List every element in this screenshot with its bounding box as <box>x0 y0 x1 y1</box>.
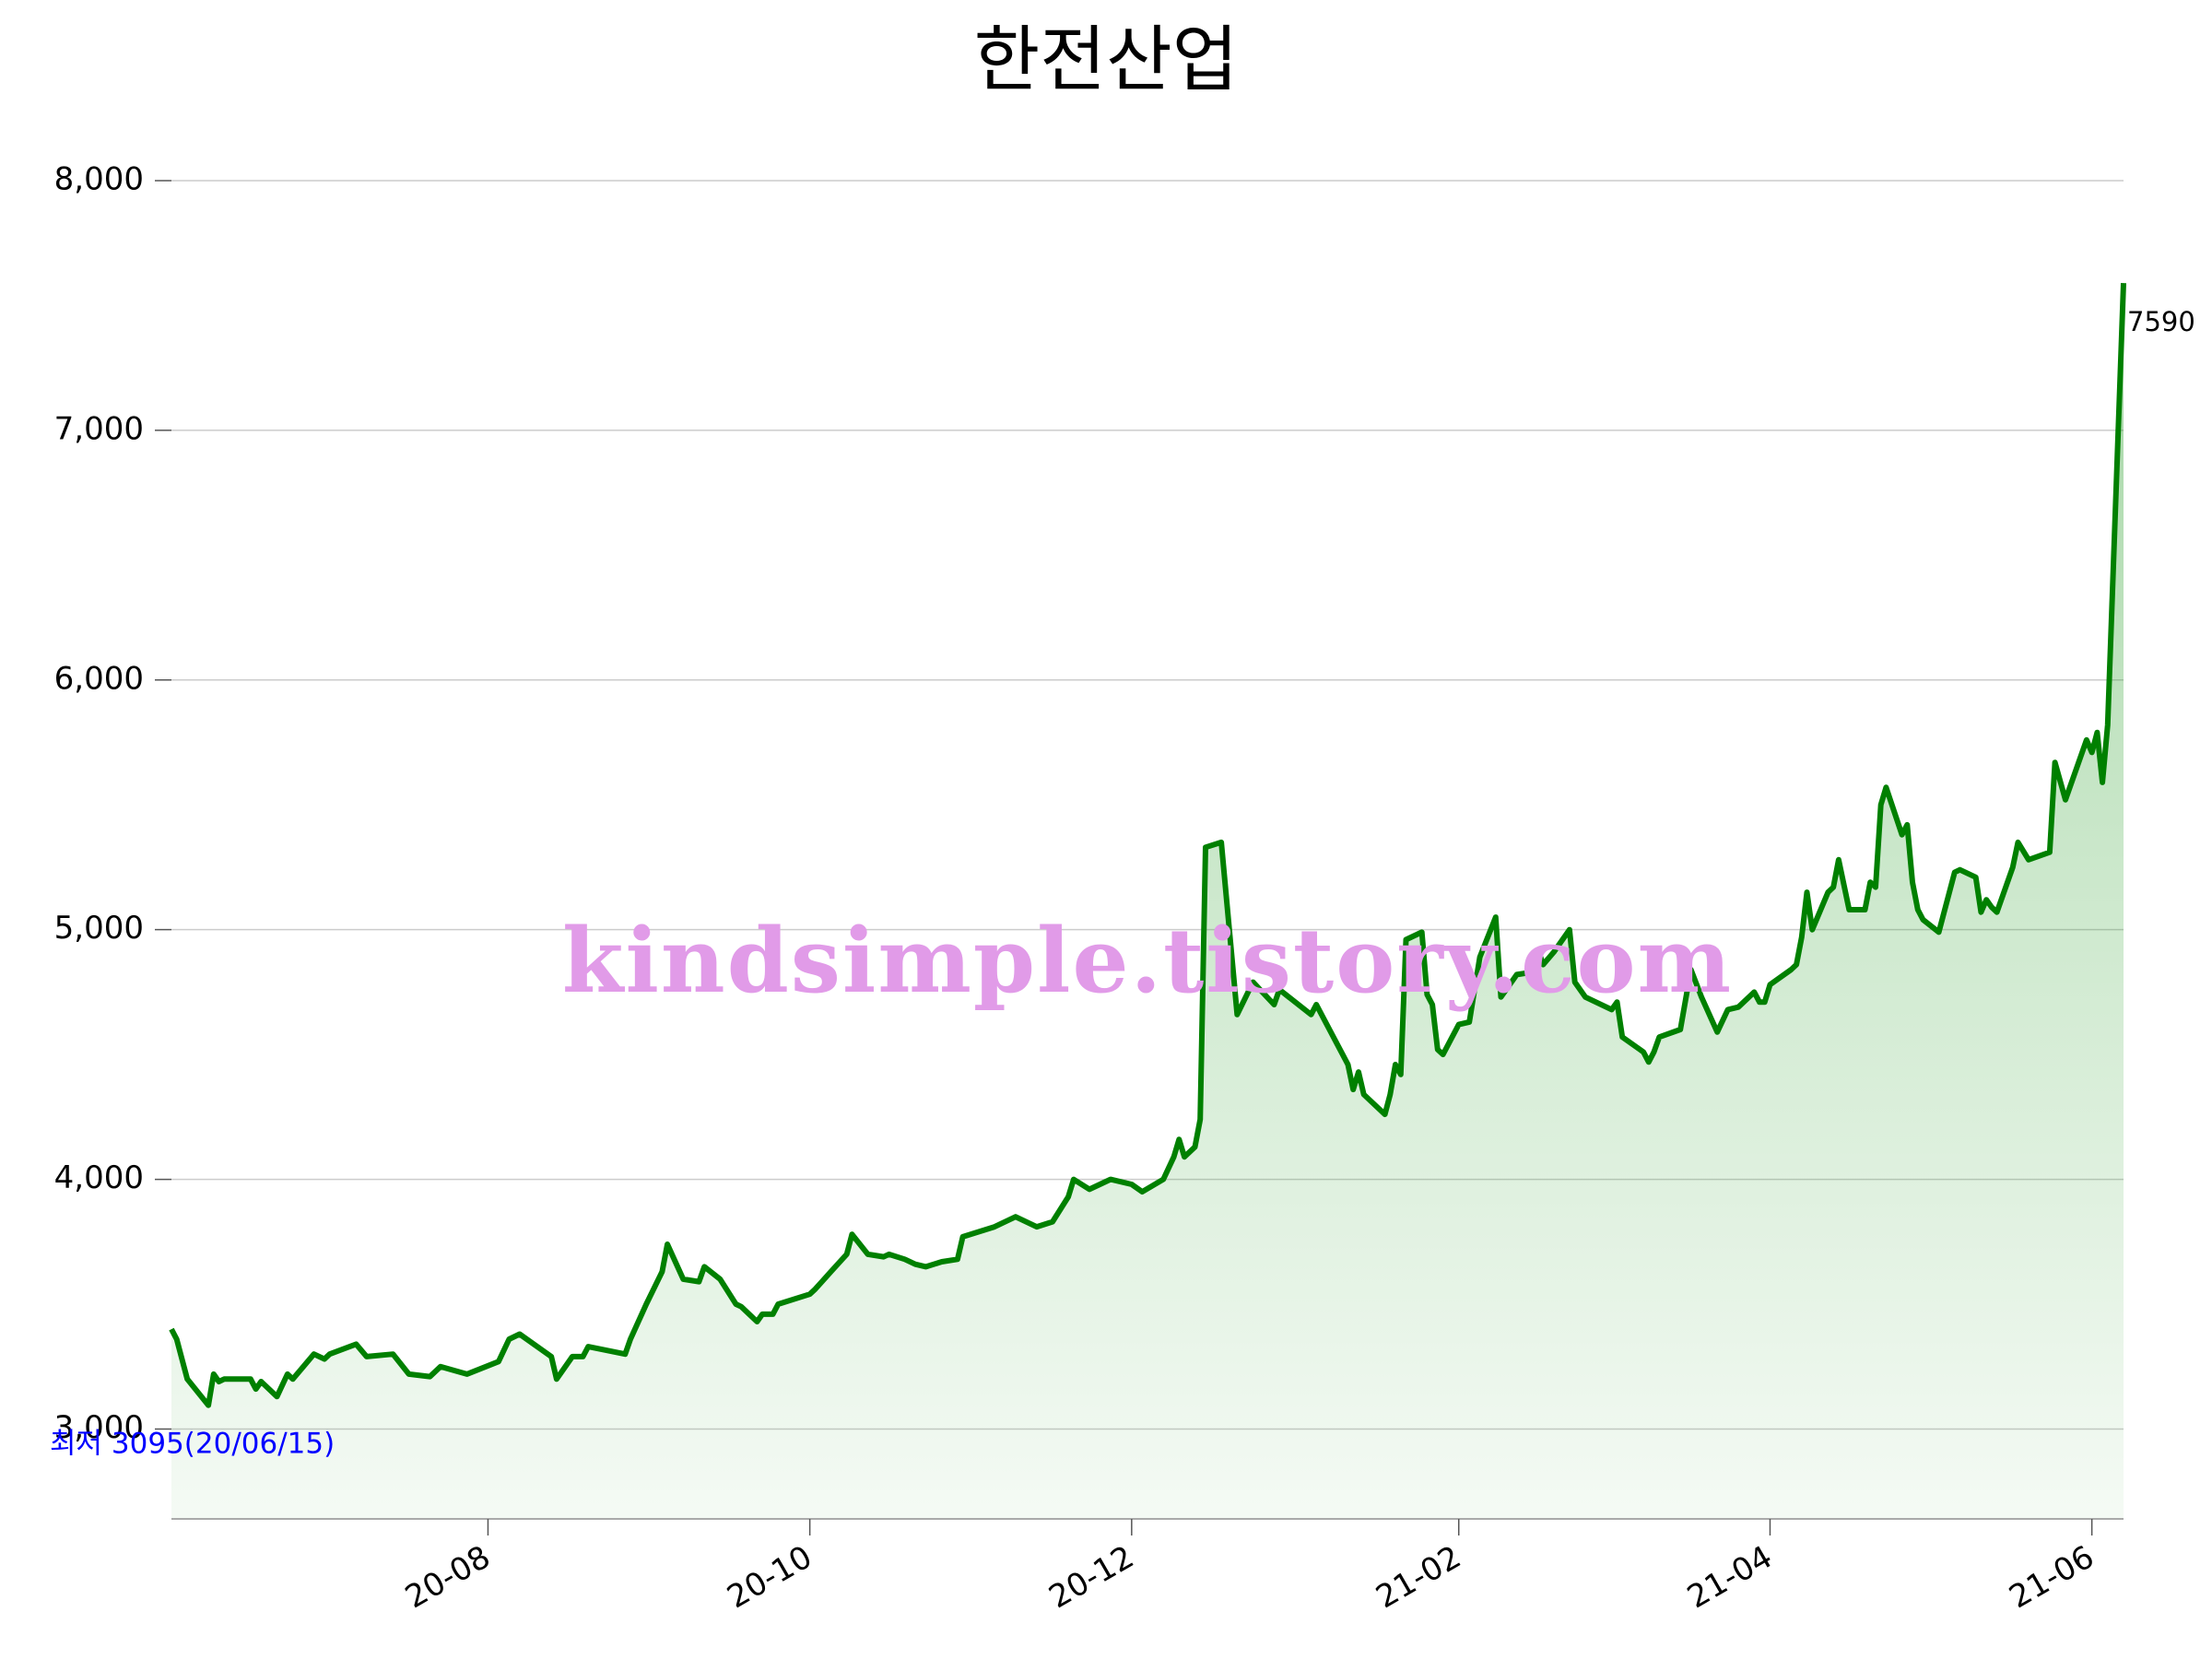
y-tick-label: 3,000 <box>54 1409 144 1446</box>
x-tick-label: 20-12 <box>1043 1538 1141 1616</box>
y-tick-label: 4,000 <box>54 1159 144 1196</box>
y-tick-label: 7,000 <box>54 410 144 447</box>
area <box>171 283 2124 1520</box>
x-tick-label: 20-08 <box>399 1538 497 1616</box>
watermark: kindsimple.tistory.com <box>562 909 1733 1013</box>
x-tick-label: 21-04 <box>1681 1538 1779 1616</box>
last-value-label: 7590 <box>2127 306 2195 337</box>
x-tick-label: 21-02 <box>1370 1538 1467 1616</box>
y-tick-label: 8,000 <box>54 161 144 198</box>
x-tick-label: 20-10 <box>721 1538 818 1616</box>
y-tick-label: 6,000 <box>54 660 144 697</box>
price-line <box>169 282 2126 1408</box>
chart-title: 한전산업 <box>973 18 1238 101</box>
x-tick-label: 21-06 <box>2003 1538 2100 1616</box>
y-tick-label: 5,000 <box>54 910 144 947</box>
annotation: 최저 3095(20/06/15) <box>50 1428 335 1461</box>
